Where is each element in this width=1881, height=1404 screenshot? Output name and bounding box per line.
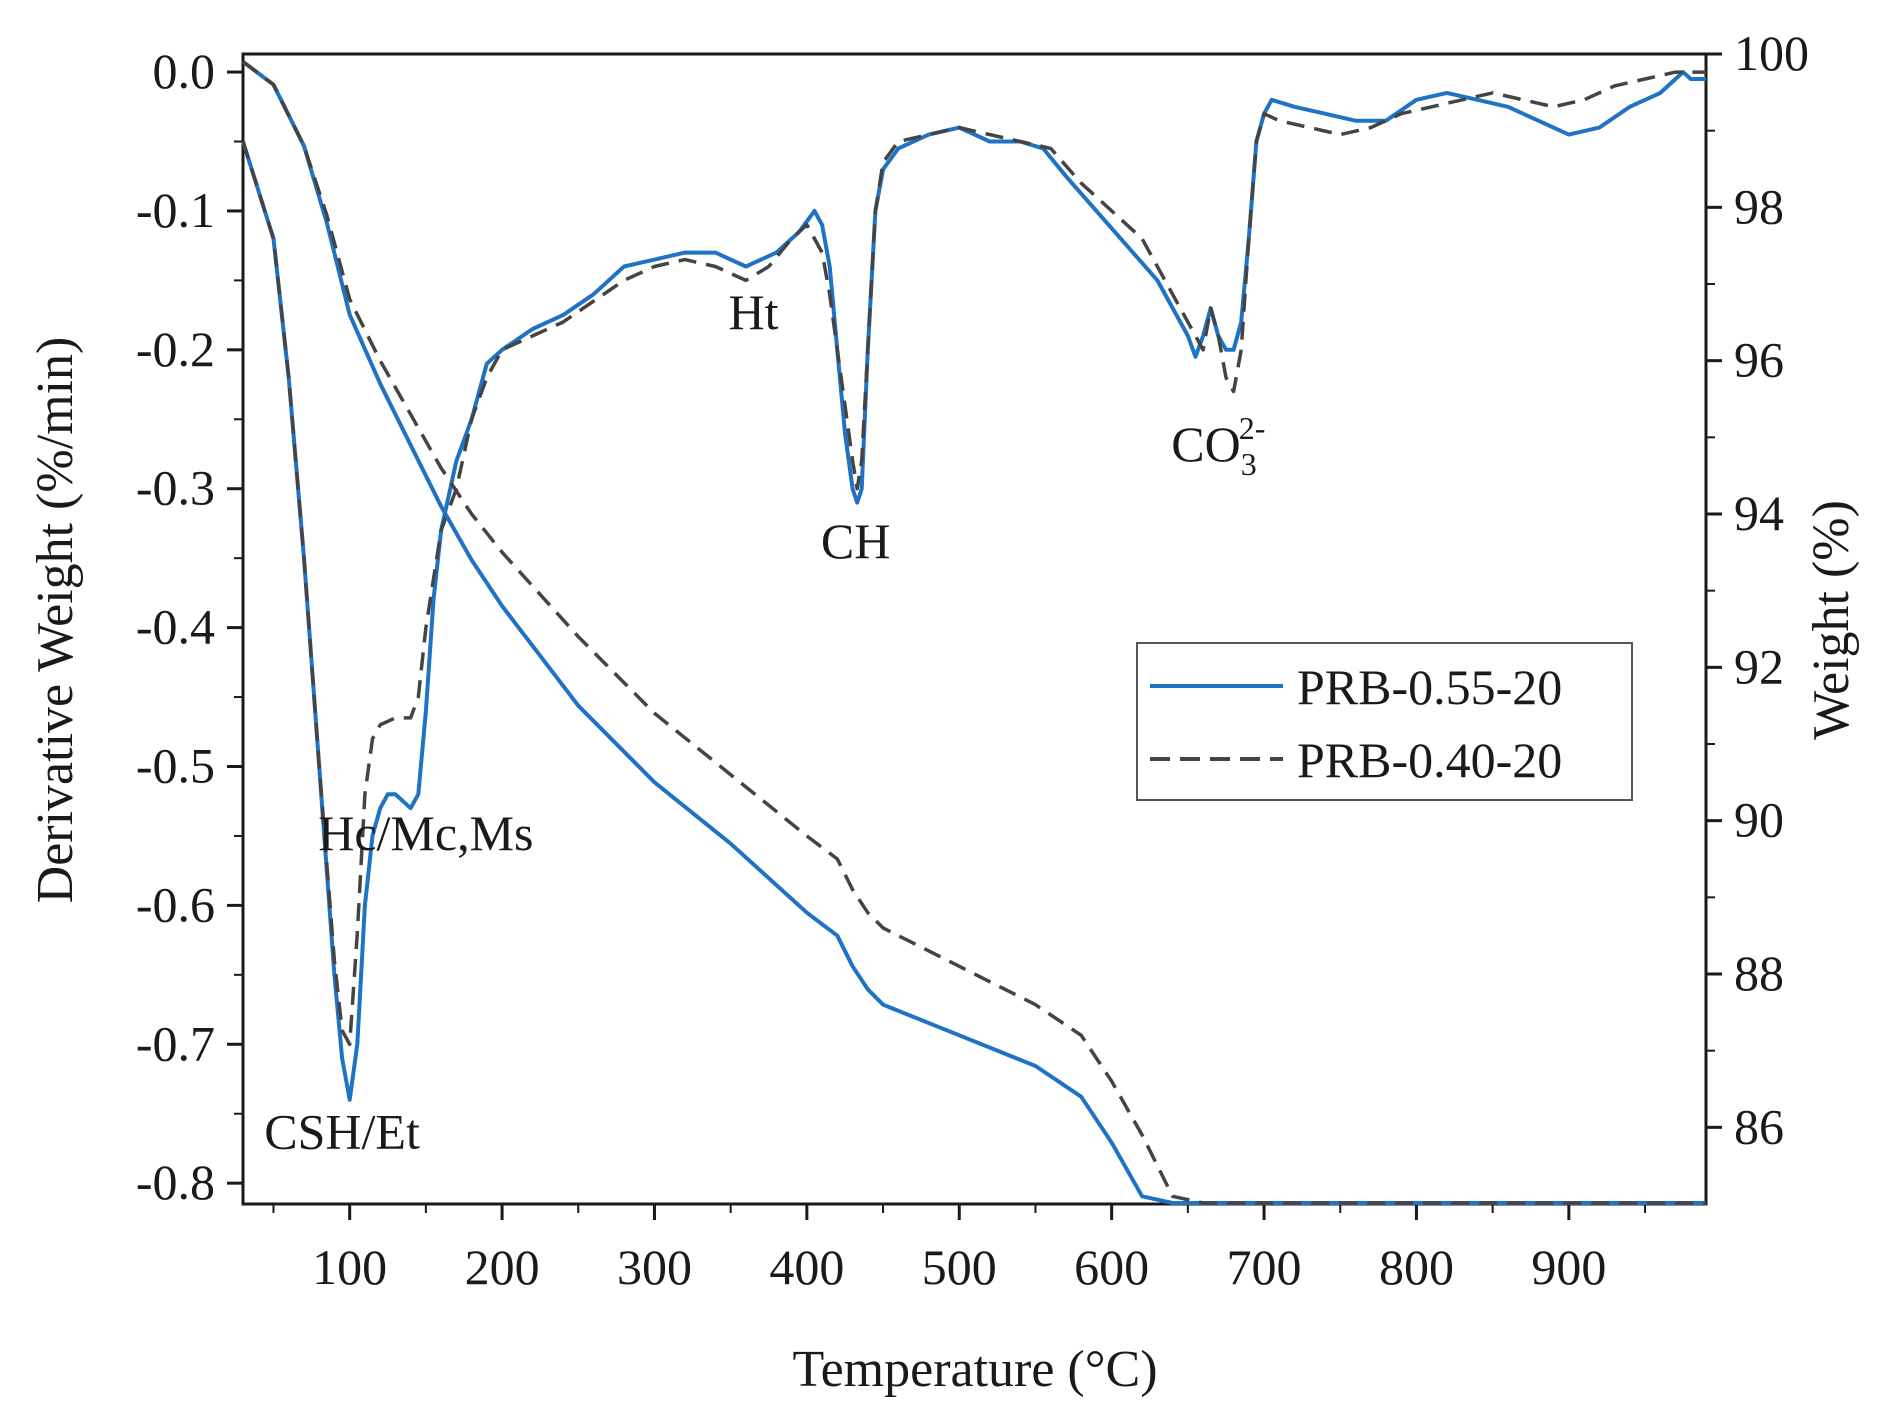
x-tick-label-100: 100 [312, 1239, 387, 1295]
legend-label-prb055: PRB-0.55-20 [1297, 659, 1562, 715]
x-axis-title: Temperature (°C) [792, 1341, 1157, 1398]
legend: PRB-0.55-20 PRB-0.40-20 [1136, 642, 1633, 801]
annotation-hc-mc-ms: Hc/Mc,Ms [318, 805, 533, 861]
series-weight-prb-0-55-20 [241, 60, 1706, 1205]
right-tick-label: 90 [1734, 792, 1784, 848]
series-weight-prb-0-40-20 [241, 60, 1706, 1205]
x-tick-label-800: 800 [1379, 1239, 1454, 1295]
left-axis-title: Derivative Weight (%/min) [27, 337, 84, 904]
x-tick-label-600: 600 [1074, 1239, 1149, 1295]
left-tick-label: -0.5 [136, 738, 215, 794]
left-tick-label: -0.6 [136, 876, 215, 932]
x-tick-label-500: 500 [922, 1239, 997, 1295]
annotation-ht: Ht [729, 284, 779, 340]
legend-box [1136, 642, 1633, 801]
annotation-ch: CH [821, 513, 890, 569]
annotation-layer: CSH/Et Hc/Mc,Ms Ht CH CO32- [264, 284, 1265, 1159]
left-axis-ticks: 0.0 -0.1 -0.2 -0.3 -0.4 -0.5 -0.6 -0.7 -0.8 [136, 43, 243, 1210]
series-layer [241, 60, 1706, 1205]
right-tick-label: 96 [1734, 332, 1784, 388]
plot-area-frame [241, 52, 1708, 1206]
right-axis-ticks: 86 88 90 92 94 96 98 100 [1706, 25, 1809, 1154]
annotation-co: CO32- [1171, 410, 1265, 482]
annotation-csh-et: CSH/Et [264, 1103, 420, 1159]
x-axis-ticks: 100 200 300 400 500 600 700 800 900 [272, 1204, 1647, 1295]
x-tick-label-300: 300 [617, 1239, 692, 1295]
right-tick-label: 86 [1734, 1098, 1784, 1154]
right-tick-label: 100 [1734, 25, 1809, 81]
x-tick-label-700: 700 [1227, 1239, 1302, 1295]
series-derivative-prb-0-55-20 [241, 70, 1706, 1102]
right-tick-label: 92 [1734, 638, 1784, 694]
x-tick-label-200: 200 [465, 1239, 540, 1295]
right-tick-label: 98 [1734, 178, 1784, 234]
left-tick-label: -0.4 [136, 599, 215, 655]
x-tick-label-900: 900 [1531, 1239, 1606, 1295]
right-tick-label: 88 [1734, 945, 1784, 1001]
right-axis-title: Weight (%) [1803, 500, 1860, 740]
left-tick-label: -0.7 [136, 1015, 215, 1071]
legend-label-prb040: PRB-0.40-20 [1297, 732, 1562, 788]
left-tick-label: -0.8 [136, 1154, 215, 1210]
series-derivative-prb-0-40-20 [241, 70, 1706, 1047]
x-tick-label-400: 400 [769, 1239, 844, 1295]
left-tick-label: 0.0 [153, 43, 216, 99]
annotation-superscript: 2- [1239, 410, 1266, 446]
annotation-subscript: 3 [1241, 446, 1257, 482]
left-tick-label: -0.1 [136, 182, 215, 238]
left-tick-label: -0.2 [136, 321, 215, 377]
right-tick-label: 94 [1734, 485, 1784, 541]
left-tick-label: -0.3 [136, 460, 215, 516]
